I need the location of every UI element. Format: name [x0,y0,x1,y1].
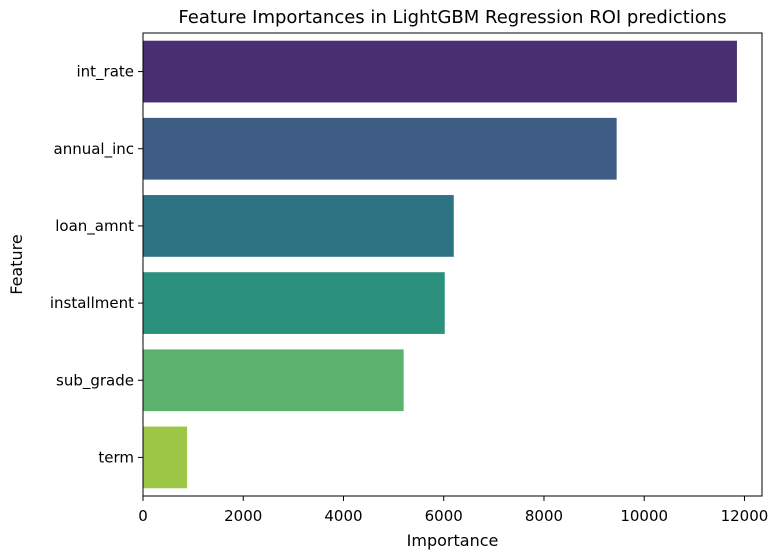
y-tick-marks [138,71,143,458]
y-tick-label-installment: installment [50,294,134,312]
y-tick-label-sub_grade: sub_grade [56,371,134,390]
y-axis-title: Feature [7,234,26,294]
chart-title: Feature Importances in LightGBM Regressi… [178,7,726,28]
bar-int_rate [143,40,737,103]
y-tick-labels: int_rate annual_inc loan_amnt installment su… [50,63,134,467]
bars [143,40,737,489]
bar-installment [143,272,445,334]
plot-frame [142,32,763,497]
x-tick-label: 6000 [425,507,463,525]
y-tick-label-term: term [98,448,134,466]
bar-loan_amnt [143,195,454,257]
y-tick-label-loan_amnt: loan_amnt [55,217,134,236]
x-tick-label: 10000 [620,507,668,525]
bar-term [143,426,188,489]
bar-annual_inc [143,117,617,180]
x-tick-label: 4000 [324,507,362,525]
y-tick-label-annual_inc: annual_inc [54,140,135,159]
x-tick-label: 12000 [721,507,769,525]
x-tick-label: 0 [138,507,148,525]
x-tick-label: 2000 [224,507,262,525]
x-tick-marks [142,496,745,501]
x-axis-title: Importance [407,531,499,550]
bar-sub_grade [143,349,404,412]
y-tick-label-int_rate: int_rate [76,63,134,82]
x-tick-labels: 0 2000 4000 6000 8000 10000 12000 [138,507,768,525]
x-tick-label: 8000 [525,507,563,525]
